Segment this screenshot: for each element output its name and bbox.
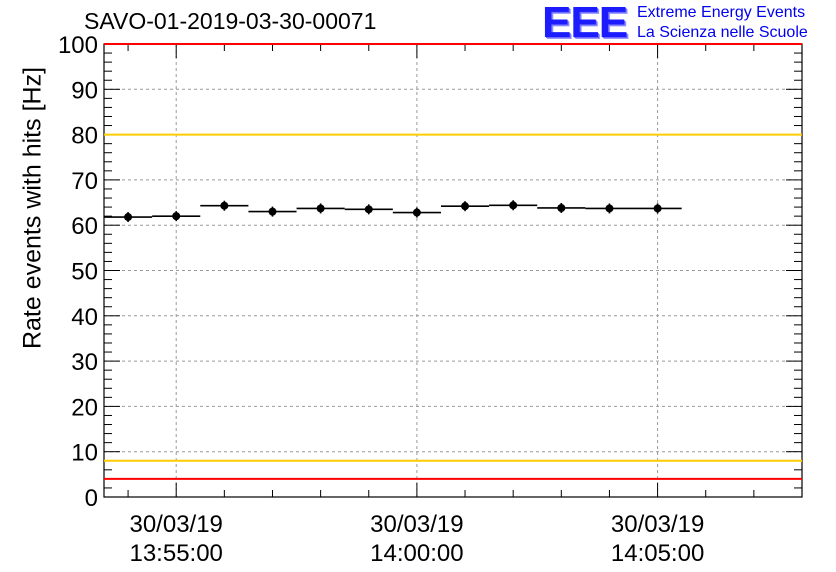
- y-tick-label: 40: [71, 304, 98, 331]
- x-tick-label-date: 30/03/19: [129, 511, 222, 538]
- data-point: [268, 207, 277, 216]
- data-point: [557, 203, 566, 212]
- x-tick-label-time: 13:55:00: [129, 540, 222, 567]
- x-tick-label-time: 14:05:00: [611, 540, 704, 567]
- logo-caption-line1: Extreme Energy Events: [637, 4, 806, 21]
- data-point: [605, 204, 614, 213]
- x-tick-label-date: 30/03/19: [370, 511, 463, 538]
- x-tick-label-time: 14:00:00: [370, 540, 463, 567]
- data-point: [124, 213, 133, 222]
- y-tick-label: 30: [71, 349, 98, 376]
- data-point: [316, 204, 325, 213]
- data-point: [509, 201, 518, 210]
- y-tick-label: 50: [71, 259, 98, 286]
- y-tick-label: 20: [71, 394, 98, 421]
- y-tick-label: 100: [58, 32, 98, 59]
- y-tick-label: 90: [71, 77, 98, 104]
- data-point: [412, 208, 421, 217]
- y-tick-label: 80: [71, 123, 98, 150]
- data-point: [172, 212, 181, 221]
- data-point: [461, 202, 470, 211]
- y-tick-label: 10: [71, 440, 98, 467]
- data-point: [364, 205, 373, 214]
- logo-caption: Extreme Energy Events La Scienza nelle S…: [637, 3, 808, 43]
- logo-caption-line2: La Scienza nelle Scuole: [637, 24, 808, 41]
- y-tick-label: 70: [71, 168, 98, 195]
- eee-logo: EEE: [542, 0, 628, 47]
- y-tick-label: 0: [85, 485, 98, 512]
- y-tick-label: 60: [71, 213, 98, 240]
- x-tick-label-date: 30/03/19: [611, 511, 704, 538]
- data-point: [220, 201, 229, 210]
- chart-title: SAVO-01-2019-03-30-00071: [84, 8, 377, 34]
- data-point: [653, 204, 662, 213]
